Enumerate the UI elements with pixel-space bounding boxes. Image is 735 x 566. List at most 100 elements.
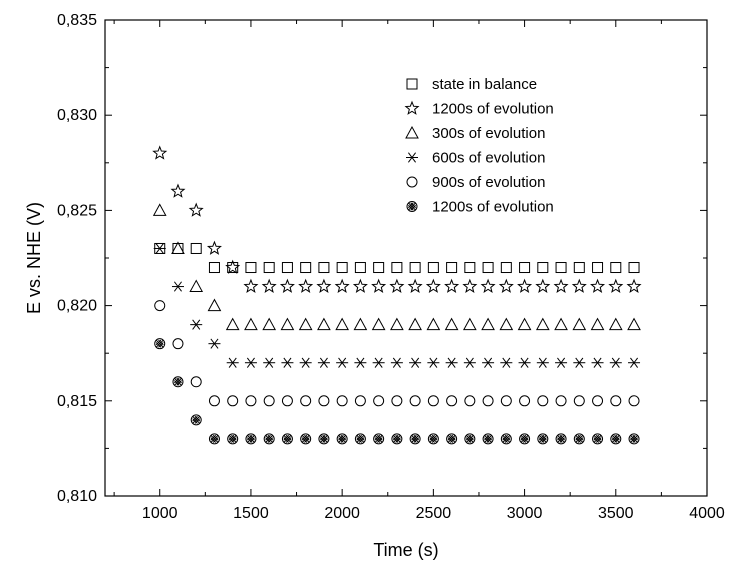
data-point-star <box>389 278 405 293</box>
data-point-star <box>334 278 350 293</box>
data-point-asterisk <box>409 357 422 368</box>
data-point-crossed-circle <box>482 433 494 445</box>
data-point-asterisk <box>317 357 330 368</box>
data-point-star <box>425 278 441 293</box>
data-point-triangle <box>152 203 167 216</box>
data-point-asterisk <box>336 357 349 368</box>
series-2 <box>152 145 642 293</box>
data-point-circle <box>154 300 166 312</box>
data-point-square <box>391 262 403 274</box>
y-tick-label: 0,825 <box>57 202 97 219</box>
x-tick-label: 3000 <box>507 505 543 522</box>
data-point-crossed-circle <box>409 433 421 445</box>
data-point-triangle <box>189 279 204 293</box>
data-point-circle <box>482 395 494 407</box>
data-point-star <box>553 278 569 293</box>
data-point-square <box>263 262 275 274</box>
series-4 <box>153 243 641 368</box>
data-point-asterisk <box>208 338 221 349</box>
data-point-square <box>482 262 494 274</box>
data-point-star <box>517 278 533 293</box>
data-point-circle <box>537 395 549 407</box>
data-point-circle <box>281 395 293 407</box>
x-tick-label: 1000 <box>142 505 178 522</box>
data-point-circle <box>354 395 366 407</box>
data-point-star <box>498 278 514 293</box>
data-point-asterisk <box>299 357 312 368</box>
data-point-triangle <box>207 298 222 312</box>
data-point-square <box>610 262 622 274</box>
data-point-square <box>592 262 604 274</box>
data-point-square <box>245 262 257 274</box>
data-point-star <box>444 278 460 293</box>
data-point-circle <box>628 395 640 407</box>
data-point-crossed-circle <box>190 414 202 426</box>
data-point-square <box>208 262 220 274</box>
legend-marker-triangle <box>405 125 419 139</box>
data-point-square <box>628 262 640 274</box>
data-point-asterisk <box>263 357 276 368</box>
data-point-crossed-circle <box>354 433 366 445</box>
legend-label: 600s of evolution <box>432 150 545 167</box>
data-point-crossed-circle <box>227 433 239 445</box>
series-6 <box>154 338 640 445</box>
data-point-crossed-circle <box>263 433 275 445</box>
data-point-circle <box>610 395 622 407</box>
data-point-star <box>261 278 277 293</box>
data-point-square <box>519 262 531 274</box>
data-point-star <box>225 259 241 274</box>
data-point-star <box>279 278 295 293</box>
data-point-circle <box>263 395 275 407</box>
data-point-circle <box>446 395 458 407</box>
data-point-square <box>300 262 312 274</box>
data-point-crossed-circle <box>555 433 567 445</box>
data-point-triangle <box>262 317 277 331</box>
data-point-asterisk <box>171 281 184 292</box>
x-tick-label: 2500 <box>416 505 452 522</box>
data-point-asterisk <box>591 357 604 368</box>
x-axis-label: Time (s) <box>373 540 438 560</box>
data-point-square <box>555 262 567 274</box>
data-point-square <box>190 242 202 254</box>
data-point-star <box>535 278 551 293</box>
data-point-asterisk <box>244 357 257 368</box>
data-point-triangle <box>390 317 404 331</box>
data-point-asterisk <box>427 357 440 368</box>
y-tick-label: 0,810 <box>57 488 97 505</box>
data-point-crossed-circle <box>154 338 166 350</box>
data-point-crossed-circle <box>500 433 512 445</box>
data-point-circle <box>573 395 585 407</box>
y-tick-label: 0,820 <box>57 298 97 315</box>
data-point-star <box>352 278 368 293</box>
data-point-asterisk <box>190 319 203 330</box>
data-point-crossed-circle <box>464 433 476 445</box>
axis-ticks <box>105 19 708 497</box>
data-point-crossed-circle <box>573 433 585 445</box>
data-point-triangle <box>171 241 185 254</box>
series-3 <box>152 203 641 331</box>
data-point-crossed-circle <box>172 376 184 388</box>
data-point-asterisk <box>609 357 622 368</box>
data-point-crossed-circle <box>336 433 348 445</box>
data-point-asterisk <box>390 357 403 368</box>
data-point-triangle <box>225 317 240 331</box>
data-point-triangle <box>517 317 532 331</box>
data-point-star <box>298 278 314 293</box>
data-point-asterisk <box>372 357 385 368</box>
data-point-crossed-circle <box>245 433 257 445</box>
data-point-crossed-circle <box>208 433 220 445</box>
legend: state in balance 1200s of evolution 300s o… <box>404 76 554 216</box>
data-point-star <box>608 278 624 293</box>
data-point-asterisk <box>628 357 641 368</box>
data-point-square <box>500 262 512 274</box>
y-tick-label: 0,830 <box>57 107 97 124</box>
data-point-asterisk <box>153 243 166 254</box>
data-point-triangle <box>572 317 587 331</box>
data-point-asterisk <box>226 357 239 368</box>
data-point-asterisk <box>518 357 531 368</box>
legend-marker-circle <box>406 176 418 188</box>
data-point-star <box>571 278 587 293</box>
series-1 <box>154 242 640 274</box>
data-point-star <box>170 183 186 198</box>
